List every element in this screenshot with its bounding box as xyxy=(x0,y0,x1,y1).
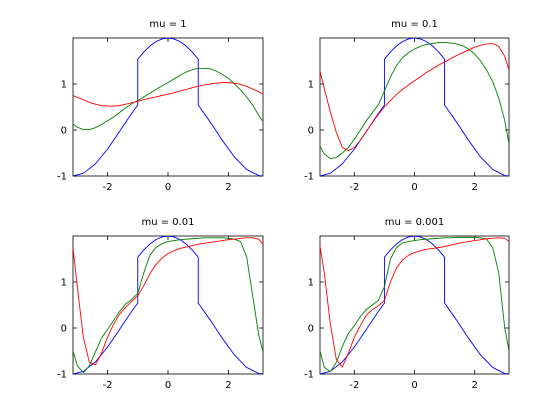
y-tick-label: 0 xyxy=(61,126,67,137)
subplot-title: mu = 1 xyxy=(149,19,186,30)
x-tick-label: 0 xyxy=(165,380,171,391)
y-tick-label: 1 xyxy=(308,278,314,289)
x-tick-label: 2 xyxy=(225,182,231,193)
x-tick-label: -2 xyxy=(349,380,359,391)
y-tick-label: 0 xyxy=(308,126,314,137)
x-tick-label: 2 xyxy=(225,380,231,391)
subplot-title: mu = 0.01 xyxy=(141,217,194,228)
y-tick-label: -1 xyxy=(304,172,314,183)
x-tick-label: 0 xyxy=(165,182,171,193)
y-tick-label: 0 xyxy=(308,324,314,335)
subplot-2: mu = 0.1 -2 0 2 -1 0 1 xyxy=(304,19,510,193)
series-line-1 xyxy=(73,236,263,374)
subplot-title: mu = 0.1 xyxy=(391,19,438,30)
x-tick-label: 2 xyxy=(471,380,477,391)
x-tick-label: -2 xyxy=(349,182,359,193)
x-tick-label: 2 xyxy=(471,182,477,193)
x-tick-label: 0 xyxy=(411,182,417,193)
x-tick-label: -2 xyxy=(103,182,113,193)
y-tick-label: -1 xyxy=(57,370,67,381)
y-tick-label: 1 xyxy=(308,80,314,91)
series-line-3 xyxy=(73,237,263,366)
x-tick-label: -2 xyxy=(103,380,113,391)
series-line-1 xyxy=(320,236,509,374)
subplot-title: mu = 0.001 xyxy=(385,217,444,228)
y-tick-label: 1 xyxy=(61,80,67,91)
series-line-3 xyxy=(73,82,263,107)
series-line-2 xyxy=(320,236,509,373)
series-line-3 xyxy=(320,237,509,368)
series-line-1 xyxy=(73,38,263,176)
y-tick-label: -1 xyxy=(304,370,314,381)
series-line-2 xyxy=(73,67,263,130)
y-tick-label: 0 xyxy=(61,324,67,335)
series-line-3 xyxy=(320,43,509,152)
series-line-2 xyxy=(73,237,263,374)
y-tick-label: -1 xyxy=(57,172,67,183)
subplot-3: mu = 0.01 -2 0 2 -1 0 1 xyxy=(57,217,264,391)
x-tick-label: 0 xyxy=(411,380,417,391)
subplot-4: mu = 0.001 -2 0 2 -1 0 1 xyxy=(304,217,510,391)
series-line-2 xyxy=(320,42,509,159)
subplot-1: mu = 1 -2 0 2 -1 0 1 xyxy=(57,19,264,193)
y-tick-label: 1 xyxy=(61,278,67,289)
